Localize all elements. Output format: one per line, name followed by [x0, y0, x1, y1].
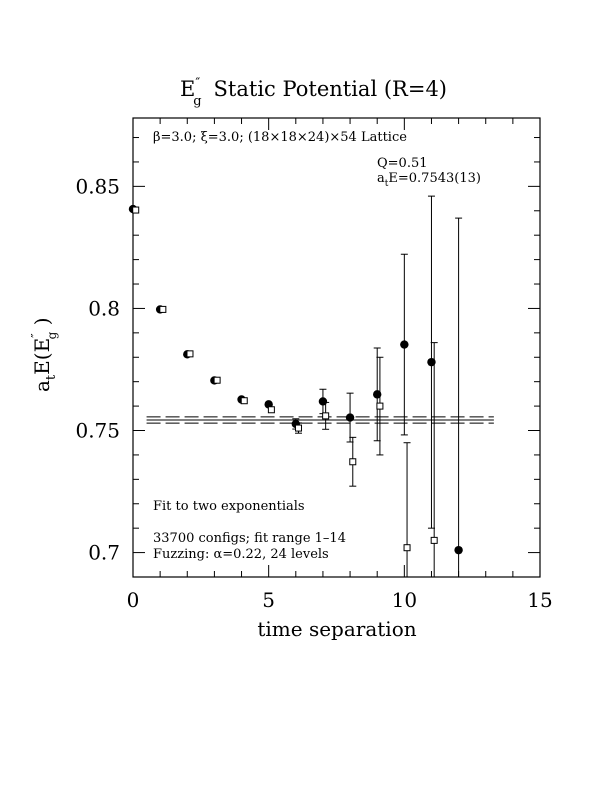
data-point-square [159, 305, 167, 313]
x-axis-label: time separation [257, 617, 416, 641]
data-point-circle [318, 397, 328, 406]
fit-description: Fit to two exponentials [153, 499, 305, 514]
x-tick-label: 0 [127, 588, 140, 612]
data-point-square [267, 406, 275, 414]
data-point-circle [454, 545, 463, 555]
data-point-circle [427, 357, 436, 367]
data-point-square [186, 350, 194, 358]
configs-annotation: 33700 configs; fit range 1–14 [153, 531, 346, 546]
plot-border [132, 117, 541, 578]
data-point-square [430, 536, 438, 544]
q-annotation: Q=0.51 [377, 156, 428, 171]
data-point-square [322, 412, 330, 420]
y-tick-label: 0.75 [75, 419, 120, 443]
x-tick-label: 15 [527, 588, 552, 612]
y-tick-label: 0.8 [88, 296, 120, 320]
data-point-square [349, 458, 357, 466]
y-tick-label: 0.85 [75, 174, 120, 198]
data-point-square [213, 376, 221, 384]
fuzzing-annotation: Fuzzing: α=0.22, 24 levels [153, 547, 329, 562]
lattice-annotation: β=3.0; ξ=3.0; (18×18×24)×54 Lattice [153, 130, 407, 145]
data-point-circle [345, 413, 355, 422]
data-point-circle [400, 340, 409, 349]
data-point-square [240, 397, 248, 405]
data-point-circle [373, 390, 382, 399]
chart-title: E″ gStatic Potential (R=4) [180, 76, 447, 109]
fit-band [146, 416, 494, 424]
x-tick-label: 10 [392, 588, 417, 612]
plot-frame [132, 117, 541, 578]
data-point-square [295, 424, 303, 432]
x-tick-label: 5 [262, 588, 275, 612]
y-tick-label: 0.7 [88, 541, 120, 565]
tick-labels: 0 5 10 15 0.7 0.75 0.8 0.85 [75, 174, 552, 612]
data-point-square [376, 402, 384, 410]
fit-energy-annotation: atE=0.7543(13) [377, 171, 481, 189]
data-points [128, 195, 463, 577]
data-point-square [132, 206, 140, 214]
data-point-square [403, 544, 411, 552]
y-axis-label: atE(E″ g ) [29, 317, 59, 392]
